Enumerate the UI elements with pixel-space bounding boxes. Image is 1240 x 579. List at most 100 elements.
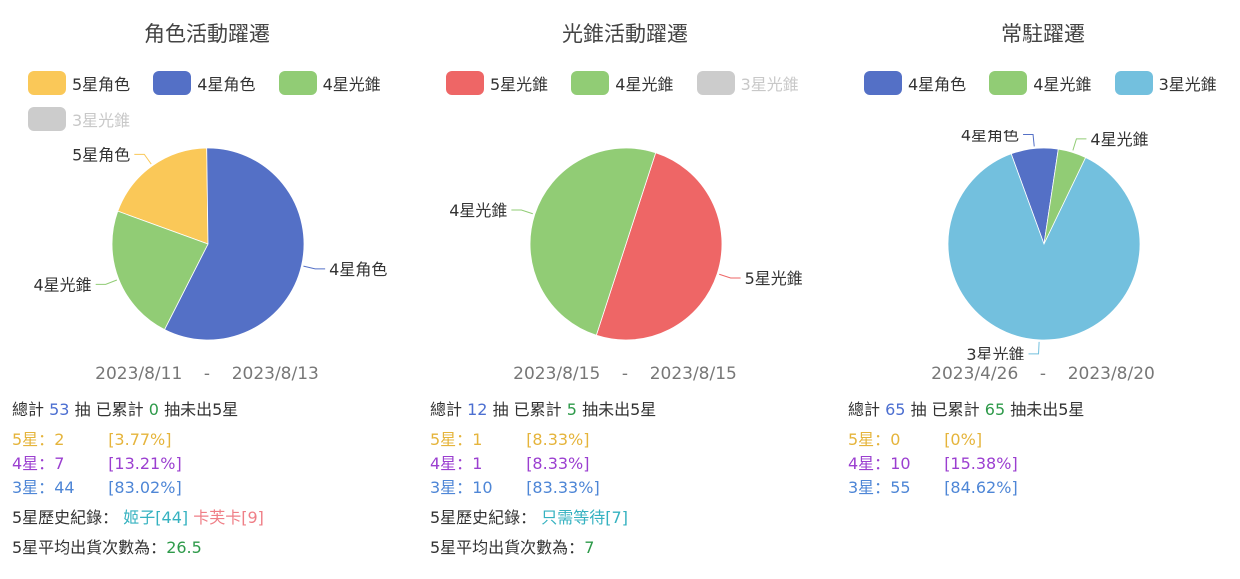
stat-4star: 4星：7 [13.21%] xyxy=(12,452,412,476)
slice-label: 4星光錐 xyxy=(33,275,91,294)
stat-3star: 3星：10 [83.33%] xyxy=(430,476,830,500)
pie-chart: 5星光錐 4星光錐 xyxy=(449,147,803,341)
stat-label: 5星： xyxy=(12,430,55,449)
total-prefix: 總計 xyxy=(848,400,881,419)
stat-5star: 5星：2 [3.77%] xyxy=(12,428,412,452)
date-end: 2023/8/13 xyxy=(231,364,319,384)
legend-swatch xyxy=(696,71,735,95)
legend-swatch xyxy=(153,71,192,95)
stats: 總計 12 抽 已累計 5 抽未出5星 5星：1 [8.33%] 4星：1 [8.3… xyxy=(430,398,830,560)
total-count: 65 xyxy=(885,400,906,419)
legend-label: 4星光錐 xyxy=(615,75,674,94)
total-count: 12 xyxy=(467,400,488,419)
stat-pct: [8.33%] xyxy=(526,454,590,473)
accum-count: 65 xyxy=(984,400,1006,419)
pie-slice[interactable] xyxy=(117,147,209,245)
stat-label: 4星： xyxy=(430,454,473,473)
stat-5star: 5星：1 [8.33%] xyxy=(430,428,830,452)
legend-item[interactable]: 4星角色 xyxy=(153,70,255,96)
total-unit: 抽 xyxy=(492,400,509,419)
legend-label: 4星角色 xyxy=(197,75,256,94)
history-label: 5星歷史紀錄： xyxy=(12,508,119,527)
panel-character-event: 角色活動躍遷 5星角色 4星角色 4星光錐 3星光錐 5星角色 4星角色 4星光錐 … xyxy=(0,0,414,579)
pie-slice[interactable] xyxy=(111,210,209,331)
panel-lightcone-event: 光錐活動躍遷 5星光錐 4星光錐 3星光錐 5星光錐 4星光錐 2023/8/15… xyxy=(418,0,832,579)
date-start: 2023/8/15 xyxy=(513,364,601,384)
history-line: 5星歷史紀錄： 姬子[44] 卡芙卡[9] xyxy=(12,506,412,530)
slice-label: 4星光錐 xyxy=(449,201,507,220)
pie-slice[interactable] xyxy=(163,147,305,341)
total-prefix: 總計 xyxy=(430,400,463,419)
stat-count: 2 xyxy=(54,430,65,449)
average-value: 26.5 xyxy=(166,538,202,557)
slice-label: 4星角色 xyxy=(961,130,1019,145)
label-leader-line xyxy=(95,279,118,285)
pie-slice[interactable] xyxy=(529,147,657,336)
legend-swatch xyxy=(28,107,66,131)
stat-label: 3星： xyxy=(12,478,55,497)
total-count: 53 xyxy=(49,400,70,419)
stat-count: 1 xyxy=(472,454,483,473)
stat-label: 4星： xyxy=(12,454,55,473)
stats: 總計 65 抽 已累計 65 抽未出5星 5星：0 [0%] 4星：10 [15.3… xyxy=(848,398,1240,500)
date-end: 2023/8/15 xyxy=(649,364,737,384)
total-prefix: 總計 xyxy=(12,400,45,419)
stat-4star: 4星：10 [15.38%] xyxy=(848,452,1240,476)
average-label: 5星平均出貨次數為： xyxy=(430,538,585,557)
stat-count: 10 xyxy=(890,454,911,473)
legend-item-disabled[interactable]: 3星光錐 xyxy=(28,106,130,132)
summary-line: 總計 65 抽 已累計 65 抽未出5星 xyxy=(848,398,1240,422)
legend-label: 5星光錐 xyxy=(490,75,549,94)
legend: 4星角色 4星光錐 3星光錐 xyxy=(860,70,1240,106)
legend-swatch xyxy=(989,71,1028,95)
stat-count: 7 xyxy=(54,454,65,473)
legend-item-disabled[interactable]: 3星光錐 xyxy=(696,70,799,96)
summary-line: 總計 12 抽 已累計 5 抽未出5星 xyxy=(430,398,830,422)
legend-item[interactable]: 4星角色 xyxy=(864,70,966,96)
stat-label: 5星： xyxy=(430,430,473,449)
chart-title: 常駐躍遷 xyxy=(1001,22,1085,46)
legend-label: 3星光錐 xyxy=(72,111,131,130)
legend-label: 5星角色 xyxy=(72,75,131,94)
legend-item[interactable]: 4星光錐 xyxy=(989,70,1091,96)
legend-item[interactable]: 4星光錐 xyxy=(571,70,673,96)
stat-pct: [83.33%] xyxy=(526,478,600,497)
chart-title: 光錐活動躍遷 xyxy=(562,22,688,46)
stat-count: 10 xyxy=(472,478,493,497)
date-range: 2023/4/26 - 2023/8/20 xyxy=(836,364,1240,384)
stat-count: 44 xyxy=(54,478,75,497)
label-leader-line xyxy=(1072,138,1087,151)
legend-item[interactable]: 4星光錐 xyxy=(278,70,381,96)
legend-swatch xyxy=(28,71,66,95)
stats: 總計 53 抽 已累計 0 抽未出5星 5星：2 [3.77%] 4星：7 [13.… xyxy=(12,398,412,560)
history-record: 姬子[44] xyxy=(123,508,189,527)
legend-item[interactable]: 5星角色 xyxy=(28,70,130,96)
legend-label: 4星角色 xyxy=(908,75,967,94)
stat-pct: [13.21%] xyxy=(108,454,182,473)
history-line: 5星歷史紀錄： 只需等待[7] xyxy=(430,506,830,530)
legend-swatch xyxy=(446,71,484,95)
accum-prefix: 已累計 xyxy=(513,400,562,419)
legend: 5星光錐 4星光錐 3星光錐 xyxy=(442,70,822,106)
total-unit: 抽 xyxy=(910,400,927,419)
legend-item[interactable]: 3星光錐 xyxy=(1114,70,1217,96)
pie-slice[interactable] xyxy=(595,152,723,341)
pie-chart: 4星角色 4星光錐 3星光錐 xyxy=(947,130,1149,360)
accum-suffix: 抽未出5星 xyxy=(164,400,239,419)
legend-item[interactable]: 5星光錐 xyxy=(446,70,548,96)
label-leader-line xyxy=(1028,341,1040,355)
total-unit: 抽 xyxy=(74,400,91,419)
legend-swatch xyxy=(278,71,317,95)
label-leader-line xyxy=(511,209,533,215)
label-leader-line xyxy=(134,153,152,165)
slice-label: 4星光錐 xyxy=(1090,130,1148,149)
date-separator: - xyxy=(1039,364,1047,384)
date-start: 2023/8/11 xyxy=(95,364,183,384)
label-leader-line xyxy=(303,265,326,270)
pie-chart: 5星角色 4星角色 4星光錐 xyxy=(33,145,387,341)
average-line: 5星平均出貨次數為：7 xyxy=(430,536,830,560)
pie-slice[interactable] xyxy=(947,153,1141,341)
date-range: 2023/8/11 - 2023/8/13 xyxy=(0,364,414,384)
date-separator: - xyxy=(203,364,211,384)
chart-title: 角色活動躍遷 xyxy=(144,22,270,46)
